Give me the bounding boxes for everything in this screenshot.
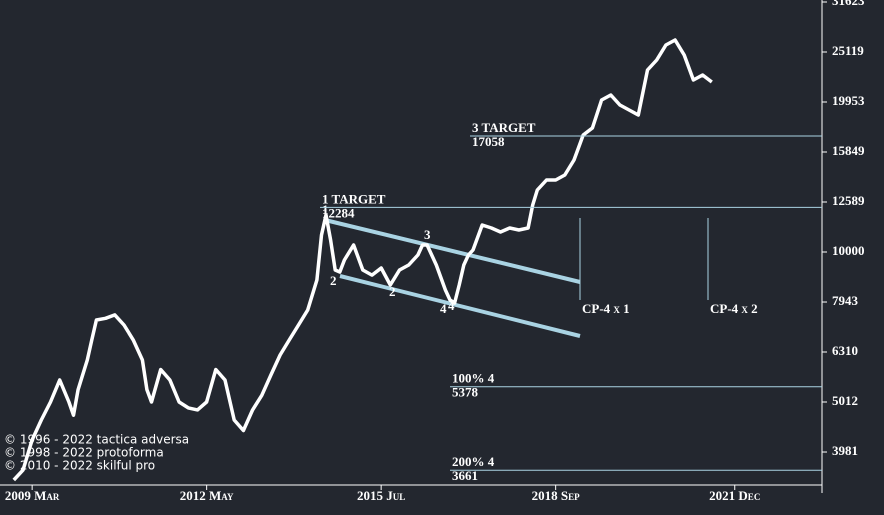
- level-label: 1 TARGET: [322, 191, 386, 206]
- y-tick-label: 25119: [832, 43, 864, 58]
- wave-label: 2: [330, 273, 337, 288]
- level-value: 17058: [472, 134, 505, 149]
- x-tick-label: 2018 Sep: [532, 488, 580, 503]
- cycle-label: CP-4 x 2: [710, 301, 758, 316]
- plot: [12, 38, 713, 482]
- cycle-label: CP-4 x 1: [582, 301, 630, 316]
- level-value: 5378: [452, 385, 479, 400]
- wave-label: 1: [322, 202, 329, 217]
- y-tick-label: 7943: [832, 293, 859, 308]
- wave-label: 4: [448, 298, 455, 313]
- y-tick-label: 10000: [832, 243, 865, 258]
- price-line: [12, 38, 713, 482]
- credit: © 1998 - 2022 protoforma: [4, 446, 164, 460]
- x-tick-label: 2009 Mar: [5, 488, 60, 503]
- y-tick-label: 5012: [832, 393, 858, 408]
- channel-upper: [324, 218, 581, 284]
- channel-lower: [339, 274, 581, 338]
- y-tick-label: 31623: [832, 0, 865, 8]
- level-label: 3 TARGET: [472, 120, 536, 135]
- credit: © 2010 - 2022 skilful pro: [4, 459, 155, 473]
- y-tick-label: 6310: [832, 343, 858, 358]
- x-tick-label: 2021 Dec: [709, 488, 760, 503]
- wave-label: 2: [389, 284, 396, 299]
- y-tick-label: 12589: [832, 193, 865, 208]
- y-tick-label: 19953: [832, 93, 865, 108]
- level-label: 100% 4: [452, 371, 495, 386]
- y-tick-label: 15849: [832, 143, 865, 158]
- x-tick-label: 2012 May: [180, 488, 234, 503]
- x-tick-label: 2015 Jul: [357, 488, 405, 503]
- wave-label: 3: [424, 227, 431, 242]
- level-value: 12284: [322, 205, 355, 220]
- level-value: 3661: [452, 468, 478, 483]
- credit: © 1996 - 2022 tactica adversa: [4, 433, 189, 447]
- wave-label: 4: [440, 301, 447, 316]
- level-label: 200% 4: [452, 454, 495, 469]
- y-tick-label: 3981: [832, 443, 858, 458]
